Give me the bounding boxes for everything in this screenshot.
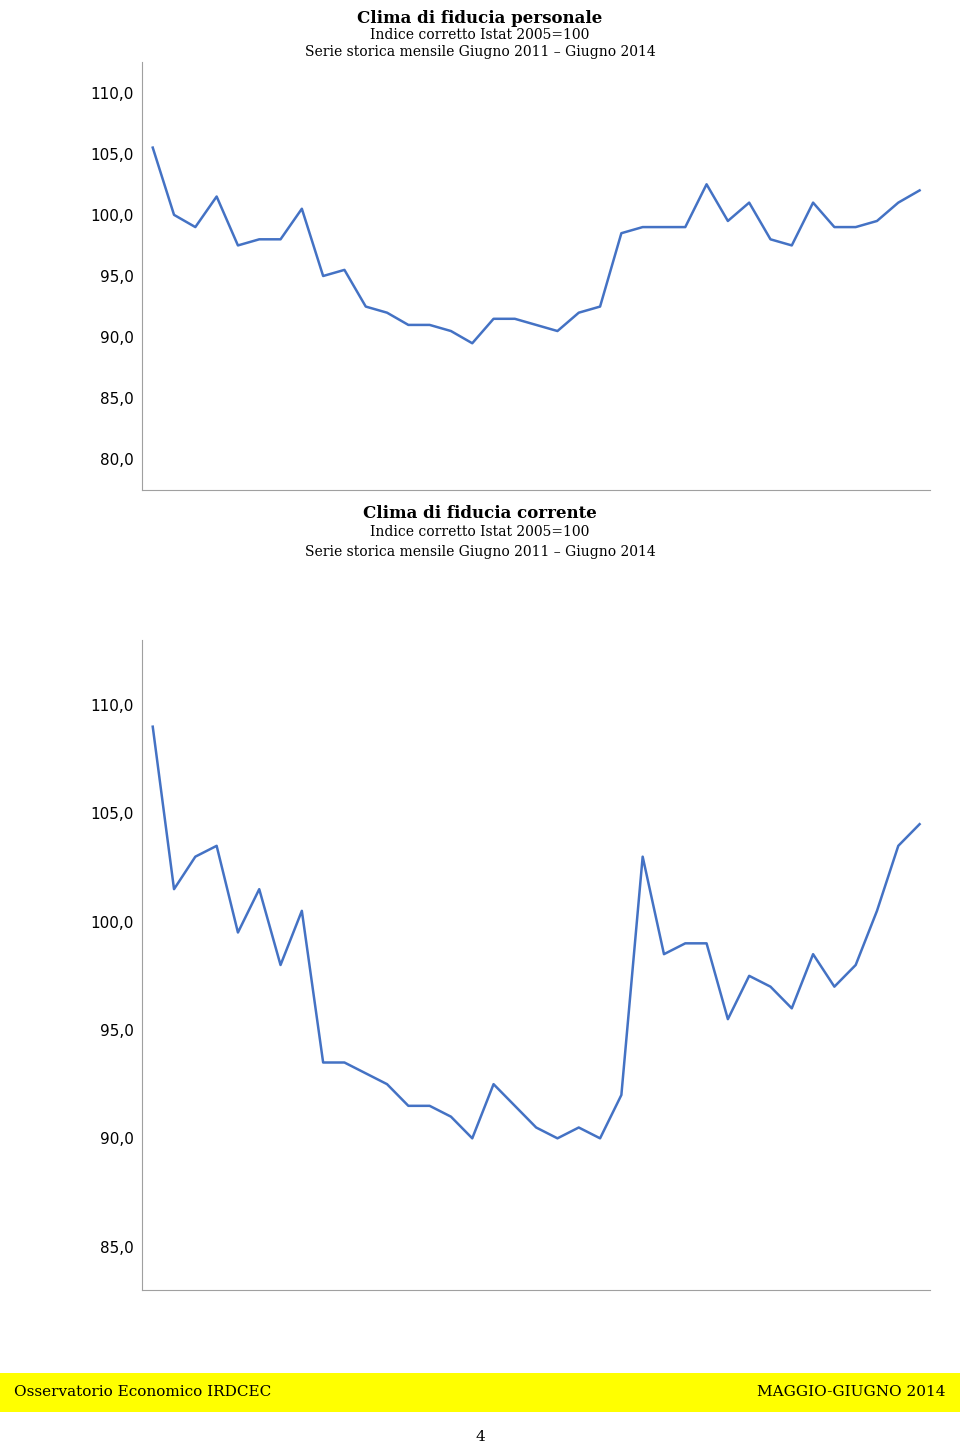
Text: Clima di fiducia personale: Clima di fiducia personale (357, 10, 603, 27)
Text: 4: 4 (475, 1430, 485, 1442)
Text: Clima di fiducia corrente: Clima di fiducia corrente (363, 505, 597, 522)
Text: Osservatorio Economico IRDCEC: Osservatorio Economico IRDCEC (14, 1386, 272, 1400)
Text: Indice corretto Istat 2005=100: Indice corretto Istat 2005=100 (371, 27, 589, 42)
Text: Serie storica mensile Giugno 2011 – Giugno 2014: Serie storica mensile Giugno 2011 – Giug… (304, 45, 656, 59)
Text: Indice corretto Istat 2005=100: Indice corretto Istat 2005=100 (371, 525, 589, 539)
Text: MAGGIO-GIUGNO 2014: MAGGIO-GIUGNO 2014 (757, 1386, 946, 1400)
Text: Serie storica mensile Giugno 2011 – Giugno 2014: Serie storica mensile Giugno 2011 – Giug… (304, 545, 656, 559)
